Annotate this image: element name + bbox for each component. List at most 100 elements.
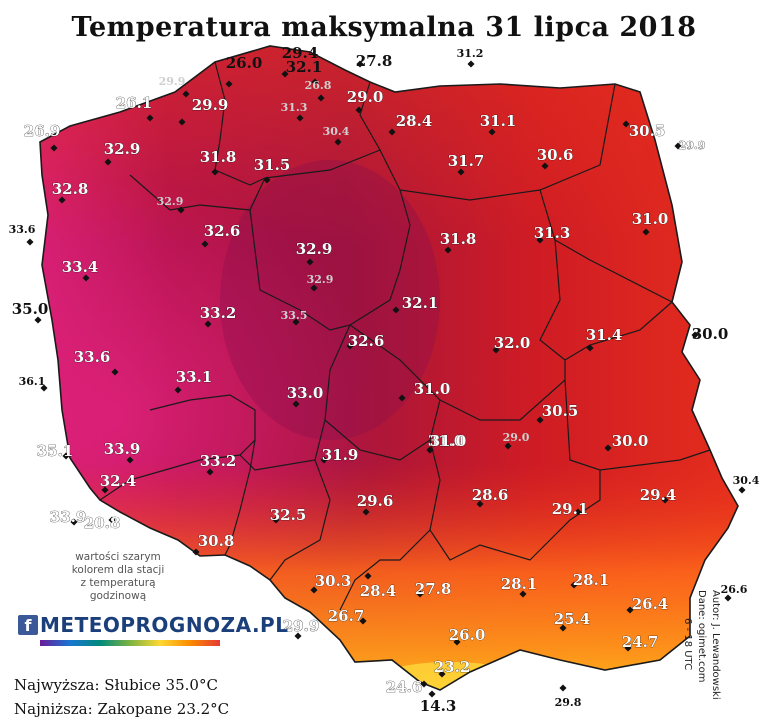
- station-value-hourly: 31.3: [281, 101, 308, 114]
- station-marker: [146, 114, 154, 122]
- station-marker: [101, 486, 109, 494]
- station-value: 31.4: [586, 326, 623, 344]
- station-value: 32.9: [296, 240, 333, 258]
- station-value: 29.0: [347, 88, 384, 106]
- station-value: 30.0: [692, 325, 729, 343]
- station-value: 29.8: [555, 696, 582, 709]
- station-value: 20.8: [84, 514, 121, 532]
- station-marker: [392, 306, 400, 314]
- station-value: 31.0: [428, 432, 465, 450]
- station-marker: [420, 680, 428, 688]
- station-marker: [586, 344, 594, 352]
- station-marker: [438, 670, 446, 678]
- station-marker: [111, 368, 119, 376]
- station-marker: [476, 500, 484, 508]
- station-marker: [70, 518, 78, 526]
- station-marker: [661, 496, 669, 504]
- station-value: 33.2: [200, 452, 237, 470]
- highest-temperature: Najwyższa: Słubice 35.0°C: [14, 676, 218, 694]
- station-value-hourly: 32.9: [307, 273, 334, 286]
- facebook-icon[interactable]: f: [18, 615, 38, 635]
- station-value: 14.3: [420, 697, 457, 715]
- station-marker: [604, 444, 612, 452]
- station-marker: [642, 228, 650, 236]
- station-value-hourly: 26.8: [305, 79, 332, 92]
- station-value: 30.6: [537, 146, 574, 164]
- station-value: 33.2: [200, 304, 237, 322]
- station-marker: [457, 168, 465, 176]
- author-credit: Autor: J. Lewandowski: [710, 590, 721, 700]
- station-value: 31.1: [480, 112, 517, 130]
- station-marker: [292, 400, 300, 408]
- station-marker: [346, 342, 354, 350]
- station-marker: [674, 142, 682, 150]
- station-value: 31.0: [632, 210, 669, 228]
- station-marker: [174, 386, 182, 394]
- station-marker: [626, 606, 634, 614]
- province-borders: [99, 61, 711, 611]
- meteoprognoza-logo[interactable]: f METEOPROGNOZA.PL: [18, 612, 288, 638]
- station-marker: [536, 236, 544, 244]
- station-value: 29.9: [679, 139, 706, 152]
- station-value: 30.3: [315, 572, 352, 590]
- map-title: Temperatura maksymalna 31 lipca 2018: [71, 12, 697, 43]
- station-value: 32.1: [402, 294, 439, 312]
- station-marker: [211, 168, 219, 176]
- station-value: 33.9: [50, 508, 87, 526]
- data-source-credit: Dane: ogimet.com: [696, 590, 707, 683]
- station-value: 27.8: [356, 52, 393, 70]
- station-value-hourly: 30.4: [323, 125, 350, 138]
- station-marker: [536, 416, 544, 424]
- station-value: 27.8: [415, 580, 452, 598]
- station-value: 32.1: [286, 58, 323, 76]
- station-marker: [624, 644, 632, 652]
- station-value: 35.1: [37, 442, 74, 460]
- station-marker: [58, 196, 66, 204]
- station-marker: [206, 468, 214, 476]
- station-marker: [444, 246, 452, 254]
- station-value: 23.2: [434, 658, 471, 676]
- station-marker: [204, 320, 212, 328]
- station-marker: [320, 456, 328, 464]
- station-value: 26.7: [328, 607, 365, 625]
- station-value: 26.9: [24, 122, 61, 140]
- station-marker: [364, 572, 372, 580]
- station-value: 31.2: [457, 47, 484, 60]
- station-value: 30.4: [733, 474, 760, 487]
- logo-color-bar: [40, 640, 220, 646]
- station-value: 33.4: [62, 258, 99, 276]
- station-value: 30.0: [612, 432, 649, 450]
- station-value: 31.5: [254, 156, 291, 174]
- station-value: 30.5: [629, 122, 666, 140]
- station-marker: [492, 346, 500, 354]
- station-value: 31.3: [534, 224, 571, 242]
- station-marker: [225, 80, 233, 88]
- station-value: 30.5: [542, 402, 579, 420]
- station-marker: [559, 624, 567, 632]
- station-marker: [559, 684, 567, 692]
- station-marker: [192, 548, 200, 556]
- station-value: 32.4: [100, 472, 137, 490]
- station-value-hourly: 29.9: [159, 75, 186, 88]
- station-marker: [310, 586, 318, 594]
- station-value: 25.4: [554, 610, 591, 628]
- station-value: 28.1: [573, 571, 610, 589]
- station-value: 26.6: [721, 583, 748, 596]
- station-marker: [388, 128, 396, 136]
- time-range-credit: 6 - 18 UTC: [682, 618, 693, 671]
- station-value: 31.7: [448, 152, 485, 170]
- station-marker: [416, 590, 424, 598]
- station-value: 31.8: [440, 230, 477, 248]
- station-marker: [306, 258, 314, 266]
- station-marker: [177, 206, 185, 214]
- station-value: 31.0: [430, 432, 467, 450]
- station-value: 33.6: [9, 223, 36, 236]
- station-marker: [570, 581, 578, 589]
- station-value: 29.4: [640, 486, 677, 504]
- station-marker: [691, 331, 699, 339]
- station-value: 29.9: [192, 96, 229, 114]
- station-value: 26.0: [226, 54, 263, 72]
- station-value: 26.4: [632, 595, 669, 613]
- station-marker: [104, 158, 112, 166]
